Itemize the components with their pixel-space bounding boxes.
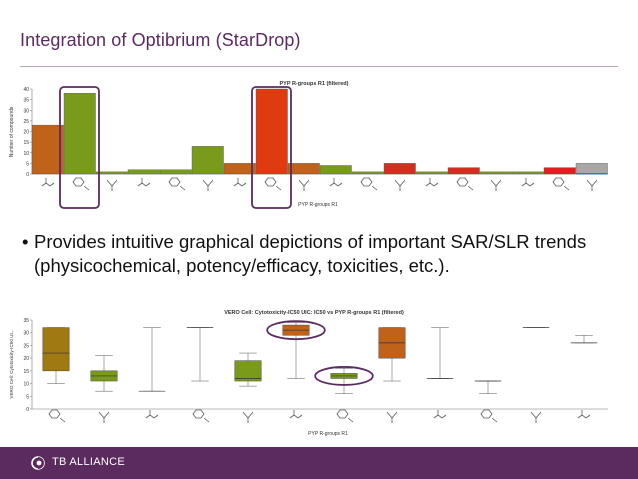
bar bbox=[191, 146, 224, 175]
bar bbox=[255, 88, 288, 175]
r-group-structure-icon bbox=[202, 179, 214, 191]
box bbox=[234, 360, 262, 382]
bar bbox=[319, 165, 352, 175]
r-group-structure-icon bbox=[386, 411, 398, 423]
footer-brand: TB ALLIANCE bbox=[52, 456, 125, 468]
highlight-ellipse bbox=[266, 320, 326, 341]
x-axis-label: PYP R-groups R1 bbox=[298, 202, 338, 208]
r-group-structure-icon bbox=[480, 409, 498, 423]
r-group-structure-icon bbox=[137, 178, 151, 187]
y-tick-label: 0 bbox=[26, 407, 29, 413]
bullet-text: Provides intuitive graphical depictions … bbox=[34, 231, 587, 276]
highlight-box bbox=[59, 86, 100, 209]
r-group-structure-icon bbox=[490, 179, 502, 191]
y-tick-label: 30 bbox=[23, 331, 29, 337]
r-group-structure-icon bbox=[530, 411, 542, 423]
bar bbox=[383, 163, 416, 175]
bar bbox=[511, 171, 544, 175]
y-axis-label: Number of compounds bbox=[9, 106, 15, 157]
y-tick-label: 15 bbox=[23, 140, 29, 146]
y-tick-label: 40 bbox=[23, 87, 29, 93]
r-group-structure-icon bbox=[145, 410, 159, 419]
r-group-structure-icon bbox=[106, 179, 118, 191]
y-axis-label: VERO Cell: Cytotoxicity-IC50 UI... bbox=[9, 329, 14, 398]
bar bbox=[127, 169, 160, 175]
r-group-structure-icon bbox=[394, 179, 406, 191]
r-group-structure-icon bbox=[192, 409, 210, 423]
r-group-structure-icon bbox=[360, 177, 378, 191]
r-group-structure-icon bbox=[521, 178, 535, 187]
y-tick-label: 10 bbox=[23, 151, 29, 157]
r-group-structure-icon bbox=[552, 177, 570, 191]
bar bbox=[543, 167, 576, 175]
r-group-structure-icon bbox=[425, 178, 439, 187]
footer-bar: TB ALLIANCE bbox=[0, 447, 638, 479]
y-tick-label: 20 bbox=[23, 356, 29, 362]
y-tick-label: 5 bbox=[26, 161, 29, 167]
r-group-structure-icon bbox=[98, 411, 110, 423]
r-group-structure-icon bbox=[72, 177, 90, 191]
y-tick-label: 10 bbox=[23, 382, 29, 388]
r-group-structure-icon bbox=[577, 410, 591, 419]
r-group-structure-icon bbox=[336, 409, 354, 423]
highlight-box bbox=[251, 86, 292, 209]
r-group-structure-icon bbox=[48, 409, 66, 423]
tb-alliance-logo-icon bbox=[31, 456, 45, 470]
box bbox=[42, 327, 70, 372]
bar bbox=[63, 93, 96, 175]
y-tick-label: 25 bbox=[23, 119, 29, 125]
y-tick-label: 5 bbox=[26, 394, 29, 400]
r-group-structure-icon bbox=[41, 178, 55, 187]
r-group-structure-icon bbox=[264, 177, 282, 191]
y-tick-label: 30 bbox=[23, 108, 29, 114]
y-tick-label: 35 bbox=[23, 98, 29, 104]
y-tick-label: 35 bbox=[23, 318, 29, 324]
slide-title: Integration of Optibrium (StarDrop) bbox=[20, 30, 301, 50]
y-tick-label: 20 bbox=[23, 130, 29, 136]
bar-chart: PYP R-groups R1 (filtered) Number of comp… bbox=[8, 76, 620, 211]
bar-baseline-accent bbox=[576, 173, 608, 175]
box-plot-chart: VERO Cell: Cytotoxicity-IC50 UIC: IC50 v… bbox=[8, 302, 620, 440]
r-group-structure-icon bbox=[233, 178, 247, 187]
highlight-ellipse bbox=[314, 366, 374, 386]
bar bbox=[287, 163, 320, 175]
r-group-structure-icon bbox=[168, 177, 186, 191]
bar bbox=[351, 171, 384, 175]
bar bbox=[223, 163, 256, 175]
title-divider bbox=[20, 66, 618, 67]
bar bbox=[575, 163, 608, 175]
r-group-structure-icon bbox=[586, 179, 598, 191]
r-group-structure-icon bbox=[242, 411, 254, 423]
bullet-marker: • bbox=[22, 231, 29, 252]
bar bbox=[447, 167, 480, 175]
r-group-structure-icon bbox=[456, 177, 474, 191]
bar bbox=[31, 124, 64, 175]
r-group-structure-icon bbox=[298, 179, 310, 191]
bar bbox=[95, 171, 128, 175]
bar bbox=[479, 171, 512, 175]
y-tick-label: 0 bbox=[26, 172, 29, 178]
bar bbox=[159, 169, 192, 175]
r-group-structure-icon bbox=[433, 410, 447, 419]
x-axis-label: PYP R-groups R1 bbox=[308, 431, 348, 437]
bar bbox=[415, 171, 448, 175]
chart-title: PYP R-groups R1 (filtered) bbox=[280, 81, 349, 87]
chart-title: VERO Cell: Cytotoxicity-IC50 UIC: IC50 v… bbox=[224, 310, 404, 316]
y-tick-label: 15 bbox=[23, 369, 29, 375]
bullet-point: • Provides intuitive graphical depiction… bbox=[22, 230, 622, 278]
r-group-structure-icon bbox=[329, 178, 343, 187]
r-group-structure-icon bbox=[289, 410, 303, 419]
y-tick-label: 25 bbox=[23, 343, 29, 349]
